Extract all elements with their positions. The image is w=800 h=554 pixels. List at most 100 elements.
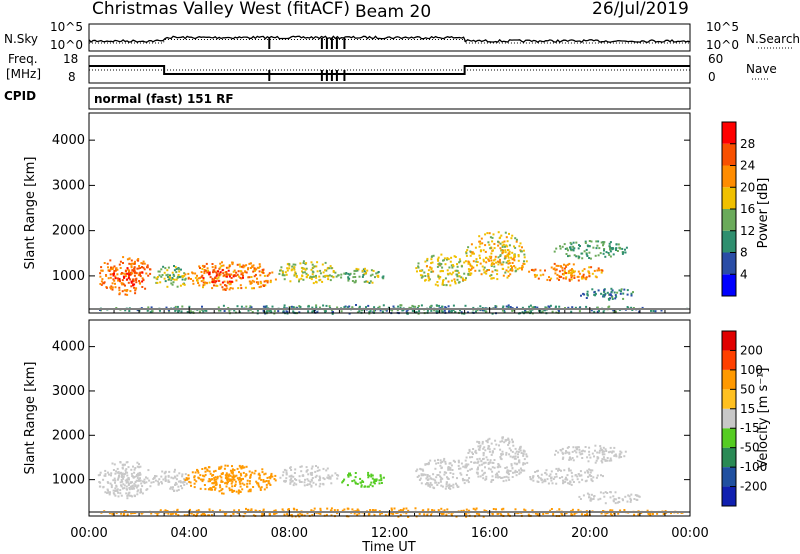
echo-cell: [149, 485, 152, 488]
echo-cell: [597, 289, 600, 292]
echo-cell: [603, 290, 606, 293]
echo-cell: [238, 476, 241, 479]
echo-cell: [618, 456, 621, 459]
echo-cell: [360, 481, 362, 484]
echo-cell: [322, 477, 325, 480]
echo-cell: [137, 479, 140, 482]
echo-cell: [110, 285, 113, 288]
echo-cell: [230, 478, 233, 481]
echo-cell: [578, 272, 581, 275]
echo-cell: [288, 475, 291, 478]
echo-cell: [526, 455, 529, 458]
echo-cell: [115, 485, 118, 488]
echo-cell: [482, 249, 485, 252]
echo-cell: [248, 276, 251, 279]
echo-cell: [240, 466, 243, 469]
echo-cell: [571, 457, 574, 459]
echo-cell: [374, 509, 377, 512]
echo-cell: [340, 273, 343, 276]
echo-cell: [285, 477, 288, 480]
echo-cell: [588, 245, 591, 248]
echo-cell: [134, 289, 137, 292]
echo-cell: [363, 270, 366, 273]
echo-cell: [219, 467, 222, 470]
echo-cell: [329, 265, 332, 268]
echo-cell: [437, 275, 440, 278]
echo-cell: [560, 275, 563, 278]
echo-cell: [280, 266, 283, 269]
colorbar-tick-label: -100: [740, 460, 767, 474]
echo-cell: [155, 277, 158, 280]
echo-cell: [366, 280, 369, 283]
echo-cell: [576, 275, 579, 278]
echo-cell: [127, 276, 130, 279]
echo-cell: [140, 512, 143, 515]
echo-cell: [492, 259, 495, 262]
echo-cell: [379, 474, 382, 477]
echo-cell: [550, 476, 553, 479]
echo-cell: [163, 472, 166, 475]
echo-cell: [450, 279, 453, 282]
echo-cell: [499, 254, 502, 257]
echo-cell: [502, 305, 505, 308]
echo-cell: [516, 462, 519, 465]
echo-cell: [543, 480, 546, 483]
echo-cell: [166, 285, 169, 288]
echo-cell: [464, 464, 467, 467]
echo-cell: [446, 257, 449, 260]
echo-cell: [369, 310, 372, 313]
echo-cell: [199, 487, 202, 490]
echo-cell: [221, 269, 224, 272]
echo-cell: [199, 474, 202, 477]
echo-cell: [193, 486, 196, 489]
echo-cell: [565, 450, 567, 453]
echo-cell: [136, 493, 139, 496]
echo-cell: [620, 451, 623, 454]
echo-cell: [192, 311, 195, 314]
echo-cell: [110, 472, 113, 475]
echo-cell: [518, 472, 521, 475]
echo-cell: [473, 252, 475, 255]
echo-cell: [516, 306, 518, 309]
echo-cell: [564, 478, 567, 481]
echo-cell: [551, 310, 554, 313]
echo-cell: [583, 268, 586, 271]
echo-cell: [502, 261, 505, 264]
echo-cell: [459, 260, 462, 263]
echo-cell: [490, 453, 493, 456]
echo-cell: [163, 277, 166, 280]
echo-cell: [435, 476, 438, 479]
colorbar-tick-label: 16: [740, 202, 755, 216]
echo-cell: [442, 270, 444, 273]
echo-cell: [426, 259, 429, 262]
echo-cell: [206, 468, 209, 471]
echo-cell: [504, 255, 507, 258]
echo-cell: [573, 254, 576, 257]
echo-cell: [174, 266, 177, 269]
echo-cell: [434, 481, 437, 484]
echo-cell: [265, 480, 268, 482]
echo-cell: [228, 487, 231, 490]
echo-cell: [505, 451, 508, 454]
echo-cell: [445, 471, 448, 474]
echo-cell: [594, 275, 597, 278]
echo-cell: [254, 469, 257, 472]
echo-cell: [111, 268, 114, 270]
echo-cell: [114, 487, 117, 490]
colorbar-segment: [722, 331, 736, 351]
echo-cell: [499, 242, 502, 245]
echo-cell: [438, 277, 441, 280]
echo-cell: [314, 309, 317, 312]
echo-cell: [120, 494, 123, 497]
echo-cell: [387, 306, 390, 309]
echo-cell: [462, 479, 465, 482]
echo-cell: [134, 292, 137, 295]
echo-cell: [503, 476, 506, 479]
frequency-line: [89, 65, 690, 75]
echo-cell: [609, 491, 612, 494]
echo-cell: [578, 474, 581, 477]
echo-cell: [431, 509, 434, 511]
echo-cell: [266, 279, 269, 282]
echo-cell: [258, 270, 261, 273]
echo-cell: [474, 508, 477, 511]
